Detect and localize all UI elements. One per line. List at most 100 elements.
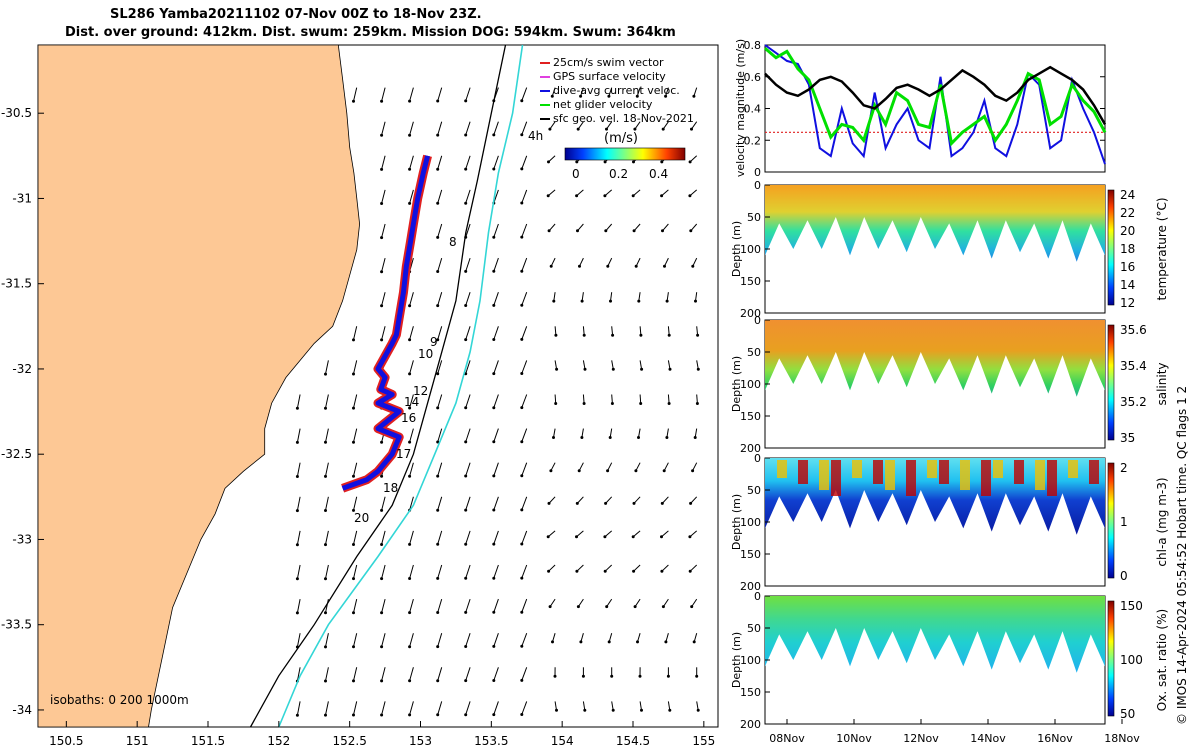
current-arrows xyxy=(295,87,700,717)
current-arrowhead xyxy=(492,508,496,512)
depth-tick: 100 xyxy=(740,243,761,256)
current-arrow xyxy=(465,189,471,204)
current-arrow xyxy=(554,394,557,404)
chl-patch xyxy=(993,460,1003,478)
current-arrow xyxy=(381,496,386,511)
current-arrow xyxy=(521,394,528,408)
x-date-tick: 12Nov xyxy=(903,732,939,745)
x-date-tick: 18Nov xyxy=(1104,732,1140,745)
x-date-tick: 14Nov xyxy=(970,732,1006,745)
current-arrow xyxy=(493,496,499,511)
current-arrow xyxy=(325,667,329,682)
current-arrowhead xyxy=(604,229,608,233)
depth-tick: 100 xyxy=(740,516,761,529)
current-arrow xyxy=(521,257,528,272)
current-arrowhead xyxy=(492,406,496,410)
current-arrowhead xyxy=(665,436,669,439)
depth-tick: 150 xyxy=(740,548,761,561)
current-arrowhead xyxy=(380,713,384,717)
colorbar-tick-1: 0.2 xyxy=(609,167,628,181)
current-arrow xyxy=(521,496,528,511)
current-arrow xyxy=(437,496,443,511)
depth-tick: 100 xyxy=(740,654,761,667)
current-arrow xyxy=(521,564,528,579)
current-arrowhead xyxy=(578,264,581,268)
depth-tick: 50 xyxy=(747,211,761,224)
chl-patch xyxy=(1014,460,1024,484)
current-arrowhead xyxy=(689,501,693,505)
depth-tick: 100 xyxy=(740,378,761,391)
current-arrow xyxy=(437,155,443,170)
current-arrow xyxy=(465,223,471,238)
current-arrowhead xyxy=(637,299,641,303)
current-arrow xyxy=(521,667,528,681)
current-arrow xyxy=(381,564,386,579)
current-arrowhead xyxy=(667,402,671,405)
current-arrowhead xyxy=(436,406,440,410)
current-arrowhead xyxy=(634,469,638,473)
current-arrowhead xyxy=(610,674,614,678)
current-arrow xyxy=(409,121,414,136)
current-arrow xyxy=(662,223,669,232)
chart-title-line2: Dist. over ground: 412km. Dist. swum: 25… xyxy=(65,25,676,40)
current-arrow xyxy=(667,360,671,370)
current-arrow xyxy=(465,155,471,170)
map-x-tick: 151 xyxy=(126,734,149,748)
current-arrowhead xyxy=(324,406,327,410)
current-arrow xyxy=(353,598,358,613)
current-arrowhead xyxy=(464,610,468,614)
current-arrowhead xyxy=(464,645,468,648)
current-arrowhead xyxy=(555,367,559,371)
current-arrow xyxy=(381,257,386,272)
current-arrowhead xyxy=(696,367,700,371)
current-arrow xyxy=(381,598,386,613)
current-arrow xyxy=(409,189,414,204)
current-arrow xyxy=(409,633,414,647)
land-area xyxy=(37,44,361,728)
panel-temperature: 0 50 100 150 200 Depth (m) 12 14 16 18 20 22 24 tempe… xyxy=(730,179,1169,320)
side-note: © IMOS 14-Apr-2024 05:54:52 Hobart time.… xyxy=(1175,386,1189,725)
current-arrowhead xyxy=(352,99,355,103)
map-y-tick: -33.5 xyxy=(1,618,32,632)
chl-patch xyxy=(1089,460,1099,484)
current-arrowhead xyxy=(548,127,552,131)
day-label: 18 xyxy=(383,481,398,495)
current-arrowhead xyxy=(408,201,412,205)
current-arrow xyxy=(493,598,499,613)
day-label: 20 xyxy=(354,511,369,525)
current-arrowhead xyxy=(520,610,524,614)
current-arrowhead xyxy=(380,338,384,342)
map-y-tick: -30.5 xyxy=(1,106,32,120)
glider-track xyxy=(341,154,432,493)
current-arrowhead xyxy=(579,94,583,98)
current-arrowhead xyxy=(352,713,355,717)
current-arrowhead xyxy=(611,333,615,337)
current-arrowhead xyxy=(520,644,524,648)
current-arrow xyxy=(577,121,584,130)
legend-sfc: sfc geo. vel. 18-Nov-2021 xyxy=(553,112,694,125)
current-arrowhead xyxy=(694,299,697,303)
current-arrow xyxy=(521,360,528,374)
current-arrowhead xyxy=(632,229,636,233)
current-arrow xyxy=(325,530,329,545)
current-arrow xyxy=(465,496,471,511)
current-arrowhead xyxy=(665,299,669,303)
current-arrowhead xyxy=(663,264,666,268)
current-arrow xyxy=(353,87,358,102)
panel-colorbar xyxy=(1107,189,1115,306)
current-arrowhead xyxy=(551,640,554,644)
current-arrow xyxy=(632,530,641,538)
panel-oxygen: 0 50 100 150 200 Depth (m) 50 100 150 Ox. sat. ra… xyxy=(730,590,1169,731)
chl-patch xyxy=(777,460,787,478)
current-arrowhead xyxy=(633,605,637,609)
current-arrow xyxy=(634,121,641,130)
colorbar-label: chl-a (mg m-3) xyxy=(1155,477,1169,566)
current-arrowhead xyxy=(688,194,692,198)
current-arrowhead xyxy=(520,269,524,273)
current-arrowhead xyxy=(610,402,614,405)
current-arrowhead xyxy=(352,440,355,444)
velocity-panel: 0 0.2 0.4 0.6 0.8 velocity magnitude (m/s) xyxy=(734,39,1107,179)
current-arrowhead xyxy=(380,440,384,444)
current-arrow xyxy=(521,326,528,340)
current-arrowhead xyxy=(436,235,440,239)
